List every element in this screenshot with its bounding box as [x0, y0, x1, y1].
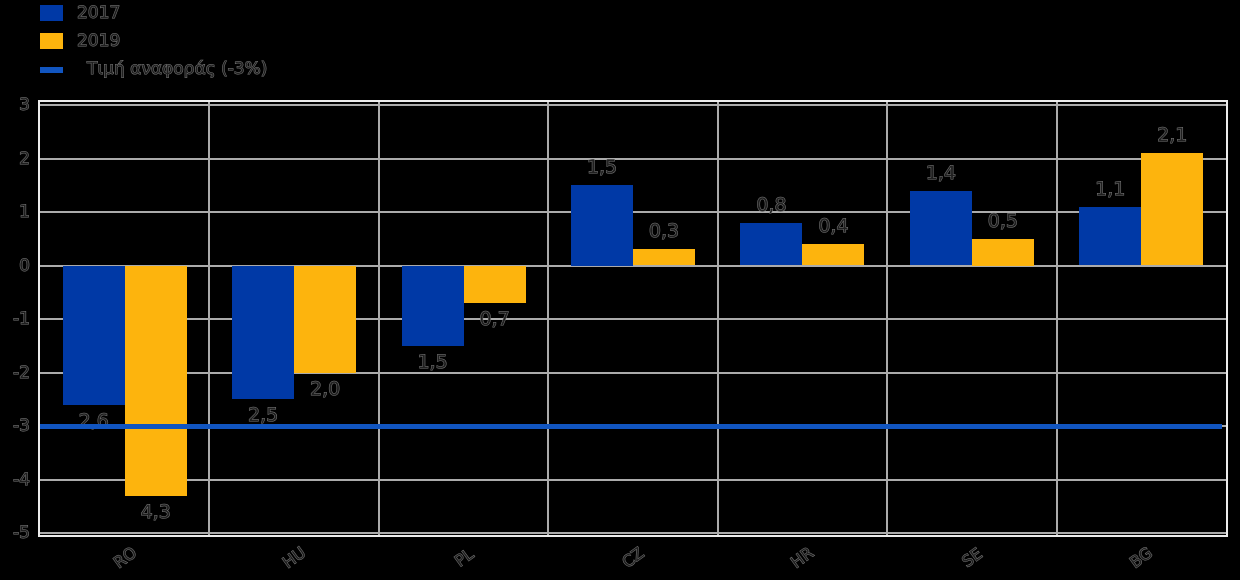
- bar-value-label-2019-BG: 2,1: [1157, 124, 1188, 147]
- bar-2019-CZ: [633, 249, 695, 266]
- bar-2019-SE: [971, 238, 1034, 266]
- gridline-vertical: [1055, 102, 1058, 535]
- y-tick-label: 1: [19, 202, 31, 222]
- legend-item-2019: 2019: [40, 31, 267, 52]
- bar-value-label-2019-CZ: 0,3: [648, 220, 680, 243]
- legend-swatch-2019: [40, 33, 63, 49]
- gridline-horizontal: [40, 211, 1226, 213]
- bar-2017-HU: [232, 265, 295, 400]
- bar-value-label-2017-PL: 1,5: [417, 350, 448, 373]
- y-tick-label: -4: [13, 469, 31, 490]
- bar-2019-HU: [294, 265, 357, 373]
- x-axis-label-PL: PL: [450, 544, 477, 571]
- legend-label-2019: 2019: [76, 31, 121, 52]
- bar-value-label-2017-HR: 0,8: [756, 193, 787, 216]
- gridline-horizontal: [40, 104, 1226, 106]
- bar-value-label-2017-CZ: 1,5: [586, 156, 618, 179]
- gridline-horizontal: [40, 371, 1226, 374]
- bar-value-label-2017-BG: 1,1: [1095, 177, 1126, 200]
- y-tick-label: -2: [13, 362, 31, 383]
- chart-legend: 2017 2019 Τιμή αναφοράς (-3%): [40, 3, 268, 89]
- gridline-horizontal: [40, 318, 1226, 320]
- y-tick-label: -3: [13, 416, 31, 436]
- gridline-vertical: [377, 102, 380, 535]
- bar-value-label-2019-RO: 4,3: [140, 500, 171, 523]
- x-axis-label-BG: BG: [1126, 543, 1157, 573]
- y-tick-label: -1: [13, 309, 31, 329]
- gridline-vertical: [208, 102, 211, 535]
- gridline-horizontal: [40, 157, 1226, 160]
- bar-value-label-2019-PL: 0,7: [479, 307, 510, 330]
- legend-item-2017: 2017: [40, 3, 267, 24]
- bar-value-label-2019-HR: 0,4: [818, 215, 849, 238]
- legend-swatch-2017: [40, 5, 63, 21]
- gridline-vertical: [886, 102, 889, 535]
- bar-2019-HR: [802, 244, 865, 266]
- x-axis-label-HU: HU: [278, 542, 310, 573]
- bar-2019-PL: [463, 265, 526, 303]
- y-tick-label: -5: [13, 523, 31, 543]
- legend-label-2017: 2017: [76, 3, 121, 24]
- gridline-vertical: [547, 102, 550, 535]
- x-axis-label-HR: HR: [787, 543, 818, 573]
- bar-value-label-2019-HU: 2,0: [310, 377, 341, 400]
- x-axis-label-CZ: CZ: [618, 543, 648, 572]
- bar-2017-SE: [909, 190, 972, 266]
- bar-2019-RO: [124, 265, 187, 496]
- bar-2017-BG: [1079, 206, 1142, 266]
- bar-value-label-2017-SE: 1,4: [925, 161, 956, 184]
- legend-item-reference-line: Τιμή αναφοράς (-3%): [40, 59, 268, 80]
- bar-2019-BG: [1141, 153, 1204, 266]
- legend-label-reference-line: Τιμή αναφοράς (-3%): [86, 59, 268, 80]
- reference-line: [40, 423, 1222, 429]
- bar-2017-RO: [62, 265, 125, 405]
- y-tick-label: 2: [19, 148, 31, 169]
- gridline-vertical: [716, 102, 719, 535]
- plot-area: 3 2 1 0 -1 -2 -3 -4 -5 2,6 2,5 1,5 1,5 0,8 1,4 1,1 4,3 2,…: [13, 96, 1228, 573]
- legend-reference-line-swatch: [40, 66, 63, 73]
- bar-2017-CZ: [571, 185, 633, 266]
- bar-2017-PL: [401, 265, 464, 346]
- x-axis-label-RO: RO: [109, 542, 140, 573]
- bar-value-label-2017-HU: 2,5: [248, 404, 279, 427]
- gridline-horizontal: [40, 478, 1226, 481]
- y-tick-label: 3: [19, 95, 31, 115]
- bar-2017-HR: [740, 222, 803, 266]
- x-axis-label-SE: SE: [958, 543, 987, 572]
- gridline-horizontal: [40, 264, 1226, 267]
- y-tick-label: 0: [19, 255, 31, 276]
- gridline-horizontal: [40, 532, 1226, 534]
- bar-value-label-2019-SE: 0,5: [987, 209, 1018, 232]
